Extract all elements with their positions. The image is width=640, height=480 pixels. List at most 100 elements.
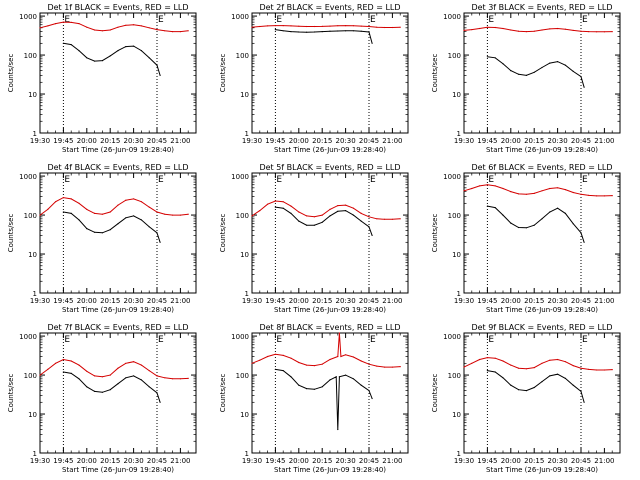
x-tick-label: 20:00 bbox=[289, 137, 309, 145]
lld-point bbox=[502, 27, 504, 30]
lld-point bbox=[360, 25, 362, 27]
y-tick-label: 10 bbox=[28, 411, 37, 419]
events-point bbox=[371, 397, 373, 400]
lld-point bbox=[368, 25, 370, 28]
event-marker-label: E bbox=[582, 175, 588, 185]
events-point bbox=[290, 31, 292, 33]
events-point bbox=[486, 205, 488, 207]
event-marker-label: E bbox=[276, 175, 282, 185]
lld-point bbox=[588, 31, 590, 33]
y-tick-label: 1 bbox=[33, 450, 37, 458]
detector-panel: Det 2f BLACK = Events, RED = LLD 1 10 100 10… bbox=[219, 3, 409, 154]
events-series-line bbox=[487, 56, 585, 88]
events-point bbox=[298, 31, 300, 33]
x-tick-label: 20:45 bbox=[147, 457, 167, 465]
detector-panel: Det 6f BLACK = Events, RED = LLD 1 10 100 10… bbox=[431, 163, 621, 314]
lld-point bbox=[298, 211, 300, 213]
y-tick-label: 1000 bbox=[19, 13, 37, 21]
lld-point bbox=[376, 218, 378, 220]
x-tick-label: 19:45 bbox=[477, 297, 497, 305]
x-tick-label: 20:30 bbox=[336, 297, 356, 305]
lld-series-line bbox=[39, 197, 189, 216]
y-tick-label: 1000 bbox=[19, 333, 37, 341]
lld-point bbox=[251, 26, 253, 28]
lld-point bbox=[274, 25, 276, 27]
x-tick-label: 20:00 bbox=[77, 297, 97, 305]
lld-point bbox=[557, 187, 559, 189]
x-tick-label: 20:45 bbox=[147, 297, 167, 305]
events-point bbox=[518, 73, 520, 75]
lld-point bbox=[337, 205, 339, 207]
lld-point bbox=[55, 362, 57, 364]
lld-point bbox=[70, 198, 72, 200]
events-point bbox=[140, 379, 142, 381]
lld-point bbox=[479, 185, 481, 187]
lld-point bbox=[564, 189, 567, 191]
lld-series-line bbox=[39, 358, 189, 380]
events-point bbox=[352, 30, 354, 32]
lld-point bbox=[486, 26, 488, 28]
events-point bbox=[274, 29, 276, 31]
y-tick-label: 100 bbox=[24, 52, 37, 60]
lld-point bbox=[321, 25, 323, 27]
lld-point bbox=[338, 332, 340, 334]
y-tick-label: 10 bbox=[452, 91, 461, 99]
lld-point bbox=[62, 21, 64, 23]
event-marker-label: E bbox=[488, 335, 494, 345]
y-tick-label: 1000 bbox=[443, 13, 461, 21]
lld-point bbox=[611, 369, 613, 371]
lld-series-line bbox=[251, 200, 401, 220]
lld-point bbox=[290, 205, 292, 207]
events-point bbox=[86, 228, 88, 230]
lld-point bbox=[94, 212, 96, 214]
lld-point bbox=[533, 30, 535, 32]
events-point bbox=[290, 376, 292, 378]
events-point bbox=[368, 390, 370, 392]
events-point bbox=[518, 226, 520, 229]
y-axis-label: Counts/sec bbox=[431, 214, 439, 253]
events-point bbox=[583, 401, 585, 403]
x-tick-label: 19:45 bbox=[265, 297, 285, 305]
events-point bbox=[78, 378, 80, 380]
events-point bbox=[62, 371, 64, 373]
y-tick-label: 10 bbox=[28, 251, 37, 259]
events-point bbox=[518, 389, 520, 391]
events-point bbox=[329, 30, 331, 32]
events-point bbox=[494, 371, 496, 373]
events-point bbox=[133, 45, 135, 47]
lld-point bbox=[518, 30, 520, 32]
events-point bbox=[541, 66, 543, 69]
lld-point bbox=[313, 25, 315, 28]
events-point bbox=[494, 57, 496, 59]
lld-point bbox=[564, 361, 567, 363]
events-point bbox=[101, 391, 103, 393]
y-tick-label: 100 bbox=[236, 52, 249, 60]
lld-point bbox=[164, 213, 166, 215]
lld-point bbox=[572, 29, 574, 31]
x-tick-label: 20:30 bbox=[124, 457, 144, 465]
x-tick-label: 20:45 bbox=[571, 137, 591, 145]
lld-point bbox=[611, 31, 613, 33]
lld-point bbox=[463, 366, 465, 368]
lld-point bbox=[86, 208, 88, 210]
lld-point bbox=[557, 27, 559, 30]
events-point bbox=[486, 56, 488, 58]
x-tick-label: 20:15 bbox=[100, 457, 120, 465]
lld-point bbox=[148, 206, 150, 208]
events-point bbox=[86, 57, 88, 59]
events-point bbox=[321, 31, 323, 33]
x-tick-label: 20:15 bbox=[100, 137, 120, 145]
events-series-line bbox=[63, 371, 161, 403]
panel-title: Det 8f BLACK = Events, RED = LLD bbox=[259, 323, 400, 332]
y-tick-label: 100 bbox=[448, 372, 461, 380]
y-tick-label: 1000 bbox=[19, 173, 37, 181]
events-point bbox=[525, 227, 528, 229]
x-tick-label: 20:30 bbox=[548, 457, 568, 465]
events-point bbox=[148, 57, 150, 59]
lld-point bbox=[399, 26, 401, 28]
x-tick-label: 20:00 bbox=[501, 297, 521, 305]
lld-series-line bbox=[463, 26, 613, 33]
lld-point bbox=[596, 195, 598, 197]
x-tick-label: 21:00 bbox=[594, 137, 614, 145]
x-tick-label: 21:00 bbox=[382, 137, 402, 145]
